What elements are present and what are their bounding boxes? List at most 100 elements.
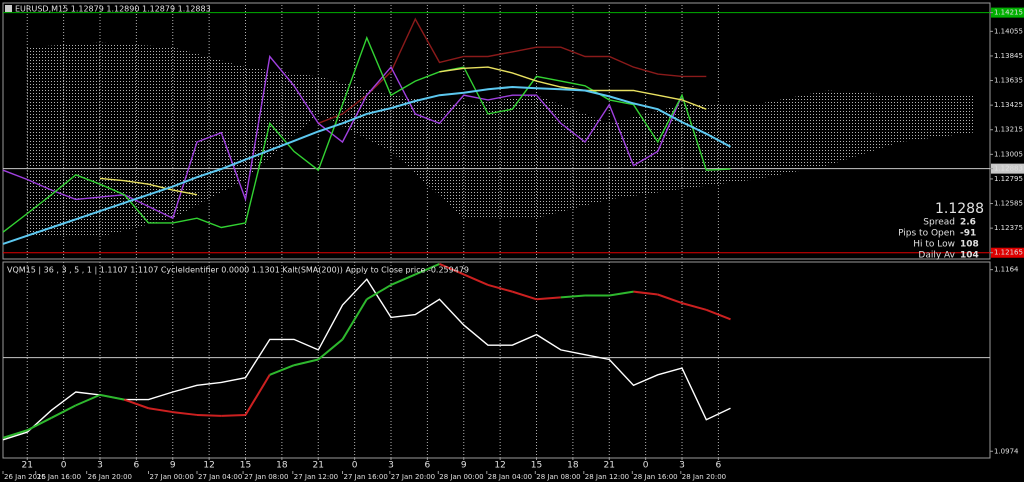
x-tick-label: 0 (643, 461, 649, 471)
x-tick-label: 18 (567, 461, 579, 471)
y-tick-label: 1.12585 (994, 200, 1023, 208)
series-line (2, 35, 731, 233)
signal-segment (463, 273, 489, 286)
text-layer: EURUSD,M15 1.12879 1.12890 1.12879 1.128… (2, 5, 1024, 481)
y-tick-label: 1.0974 (994, 447, 1019, 455)
signal-segment (172, 411, 198, 416)
signal-segment (366, 284, 392, 301)
y-tick-label: 1.13215 (994, 126, 1023, 134)
signal-segment (269, 364, 295, 376)
series-line (2, 85, 731, 245)
info-label: Pips to Open (898, 229, 955, 239)
info-price: 1.1288 (935, 201, 984, 217)
signal-segment (99, 393, 125, 401)
info-label: Daily Av (918, 251, 955, 261)
x-tick-label: 3 (388, 461, 394, 471)
series-line (318, 17, 707, 124)
signal-segment (196, 413, 222, 417)
signal-segment (633, 290, 658, 296)
y-tick-label: 1.12883 (994, 165, 1023, 173)
y-tick-label: 1.12375 (994, 224, 1023, 232)
signal-segment (123, 398, 149, 410)
signal-segment (244, 374, 271, 416)
x-tick-label: 12 (203, 461, 214, 471)
y-tick-label: 1.13005 (994, 150, 1023, 158)
x-tick-label: 3 (97, 461, 103, 471)
date-tick-label: 28 Jan 08:00 (536, 473, 580, 481)
x-tick-label: 18 (276, 461, 288, 471)
x-tick-label: 21 (604, 461, 615, 471)
main-panel-frame (2, 2, 991, 260)
tick-label-bg (991, 7, 1024, 18)
x-tick-label: 15 (240, 461, 251, 471)
symbol-icon (5, 5, 12, 12)
y-tick-label: 1.12165 (994, 249, 1023, 257)
date-tick-label: 27 Jan 08:00 (244, 473, 288, 481)
tick-label-bg (991, 163, 1024, 174)
signal-segment (414, 262, 440, 276)
x-tick-label: 3 (679, 461, 685, 471)
date-tick-label: 28 Jan 16:00 (633, 473, 677, 481)
x-tick-label: 0 (352, 461, 358, 471)
x-tick-label: 9 (170, 461, 176, 471)
tick-label-bg (991, 247, 1024, 258)
signal-segment (609, 290, 634, 297)
signal-segment (439, 262, 465, 276)
x-tick-label: 12 (494, 461, 505, 471)
date-tick-label: 28 Jan 20:00 (682, 473, 726, 481)
date-tick-label: 27 Jan 16:00 (344, 473, 388, 481)
date-tick-label: 27 Jan 20:00 (391, 473, 435, 481)
signal-segment (487, 283, 513, 293)
series-line (2, 54, 683, 220)
signal-segment (317, 338, 344, 361)
x-tick-label: 6 (425, 461, 431, 471)
signal-segment (705, 308, 731, 321)
signal-segment (341, 298, 368, 340)
signal-segment (293, 358, 319, 367)
x-tick-label: 15 (531, 461, 542, 471)
signal-segment (75, 393, 101, 407)
data-layer (2, 17, 974, 441)
date-tick-label: 27 Jan 12:00 (294, 473, 338, 481)
signal-segment (51, 404, 77, 419)
date-tick-label: 28 Jan 12:00 (585, 473, 629, 481)
series-line (99, 66, 707, 196)
y-tick-label: 1.13425 (994, 101, 1023, 109)
info-value: 104 (960, 251, 979, 261)
info-label: Spread (923, 218, 955, 228)
chart-title: EURUSD,M15 1.12879 1.12890 1.12879 1.128… (15, 5, 211, 14)
y-tick-label: 1.1164 (994, 266, 1019, 274)
info-value: -91 (960, 229, 976, 239)
y-tick-label: 1.13845 (994, 52, 1023, 60)
signal-segment (148, 407, 173, 414)
signal-segment (536, 296, 561, 301)
date-tick-label: 26 Jan 20:00 (88, 473, 132, 481)
signal-segment (681, 302, 707, 311)
y-tick-label: 1.14215 (994, 9, 1023, 17)
signal-segment (2, 429, 28, 439)
date-tick-label: 28 Jan 04:00 (488, 473, 532, 481)
y-tick-label: 1.12795 (994, 175, 1023, 183)
date-tick-label: 28 Jan 00:00 (439, 473, 483, 481)
date-tick-label: 27 Jan 00:00 (150, 473, 194, 481)
signal-segment (221, 413, 246, 417)
date-tick-label: 27 Jan 04:00 (198, 473, 242, 481)
x-tick-label: 21 (313, 461, 324, 471)
signal-segment (511, 290, 537, 301)
y-tick-label: 1.14055 (994, 27, 1023, 35)
signal-segment (560, 294, 586, 299)
signal-segment (657, 293, 683, 305)
info-value: 108 (960, 240, 979, 250)
info-label: Hi to Low (913, 240, 955, 250)
x-tick-label: 21 (22, 461, 33, 471)
signal-segment (26, 416, 52, 432)
date-tick-label: 26 Jan 16:00 (37, 473, 81, 481)
x-tick-label: 0 (61, 461, 67, 471)
y-tick-label: 1.13635 (994, 77, 1023, 85)
info-value: 2.6 (960, 218, 976, 228)
x-tick-label: 6 (716, 461, 722, 471)
date-tick-label: 26 Jan 2015 (4, 473, 46, 481)
signal-segment (390, 273, 416, 286)
indicator-title: VQM15 | 36 , 3 , 5 , 1 | 1.1107 1.1107 C… (7, 266, 469, 275)
